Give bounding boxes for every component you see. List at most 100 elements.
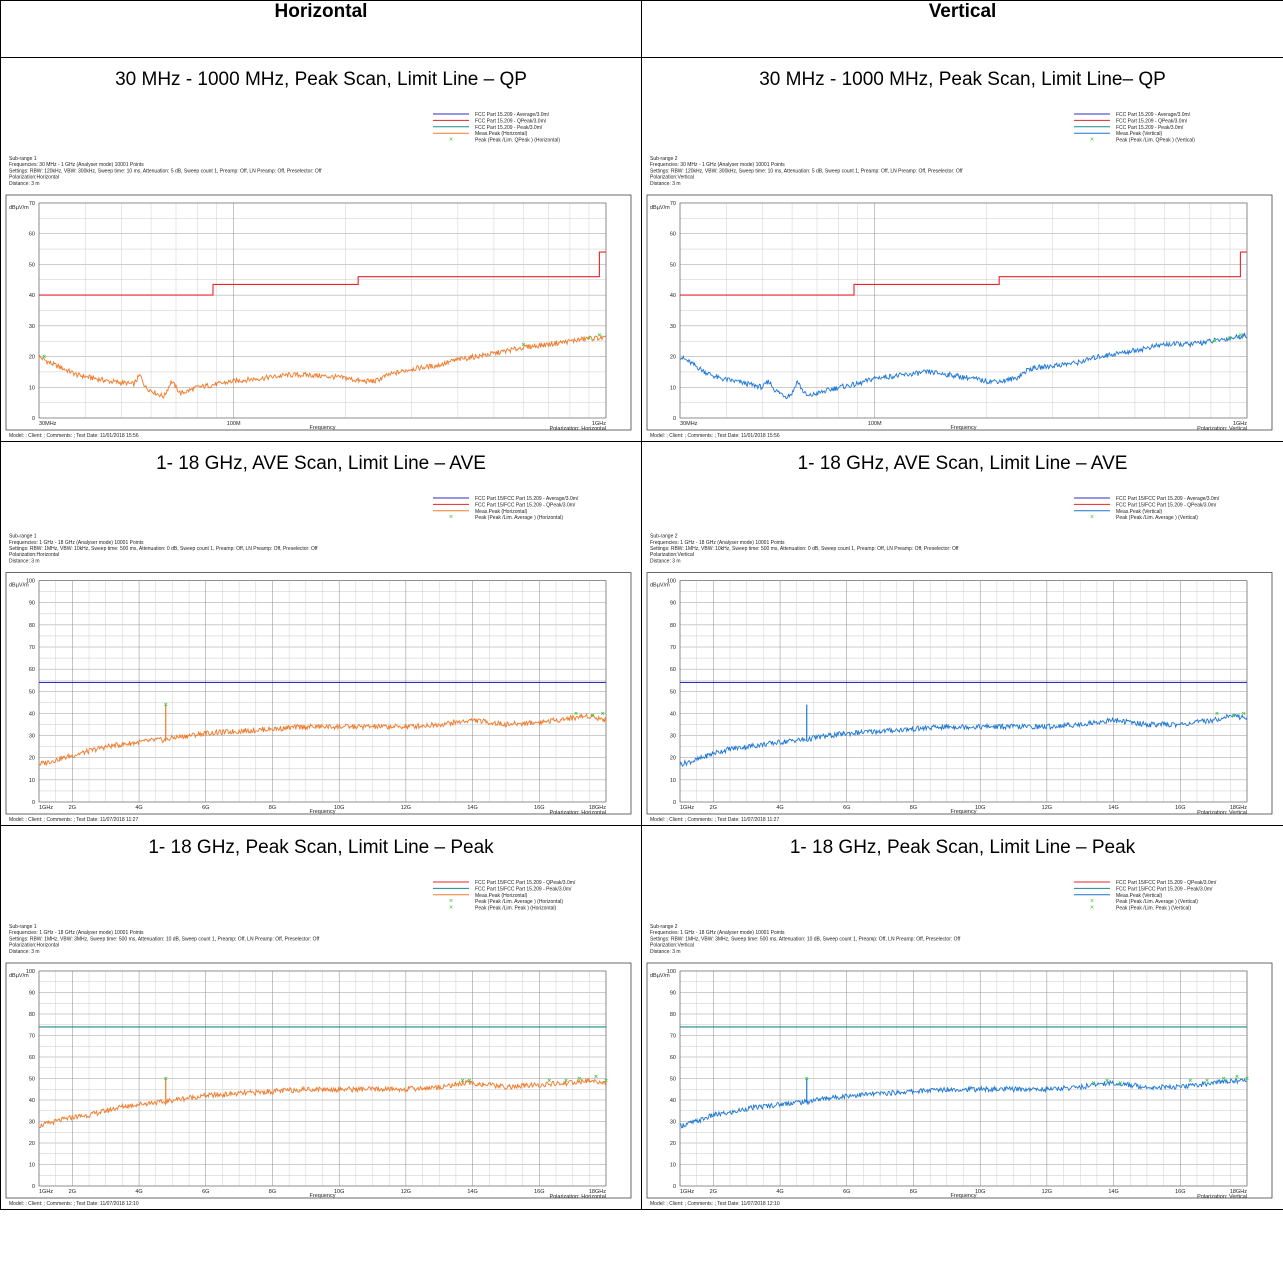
x-tick-label: 14G [467, 1189, 477, 1195]
legend-entry: Meas.Peak (Vertical) [1116, 893, 1162, 899]
y-tick-label: 100 [667, 579, 676, 585]
x-tick-label: 18GHz [589, 805, 606, 811]
result-row-2: 1- 18 GHz, AVE Scan, Limit Line – AVE FC… [0, 441, 1283, 826]
y-tick-label: 50 [29, 689, 35, 695]
y-tick-label: 80 [670, 623, 676, 629]
legend-marker-icon: × [449, 514, 453, 521]
y-axis-label: dBµV/m [650, 973, 670, 979]
x-tick-label: 16G [1175, 1189, 1185, 1195]
peak-marker: × [805, 1076, 809, 1083]
x-tick-label: 1GHz [680, 805, 694, 811]
peak-marker: × [574, 710, 578, 717]
chart-1-18ghz-ave-vertical: FCC Part 15/FCC Part 15.209 - Average/3.… [646, 496, 1273, 823]
legend-entry: Peak (Peak /Lim. QPeak ) (Horizontal) [475, 138, 560, 144]
x-tick-label: 6G [202, 805, 209, 811]
legend-entry: Meas.Peak (Vertical) [1116, 131, 1162, 137]
x-tick-label: 10G [334, 1189, 344, 1195]
y-tick-label: 40 [670, 711, 676, 717]
cell-vertical-1-18g-peak: 1- 18 GHz, Peak Scan, Limit Line – Peak … [641, 825, 1283, 1210]
x-tick-label: 8G [269, 805, 276, 811]
plot-area-border [679, 202, 1248, 419]
x-axis-label: Frequency [951, 425, 977, 431]
x-tick-label: 4G [135, 1189, 142, 1195]
x-tick-label: 10G [975, 805, 985, 811]
peak-marker: × [1215, 710, 1219, 717]
x-tick-label: 2G [710, 805, 717, 811]
polarization-label: Polarization: Vertical [1197, 426, 1247, 432]
row-title: 1- 18 GHz, AVE Scan, Limit Line – AVE [797, 453, 1128, 474]
scan-info-line: Frequencies: 1 GHz - 18 GHz (Analyser mo… [650, 540, 785, 546]
header-row: Horizontal Vertical [0, 0, 1283, 58]
row-title: 1- 18 GHz, Peak Scan, Limit Line – Peak [789, 837, 1136, 858]
legend-entry: Meas.Peak (Vertical) [1116, 509, 1162, 515]
x-tick-label: 30MHz [680, 421, 698, 427]
x-tick-label: 16G [534, 1189, 544, 1195]
scan-info-line: Frequencies: 30 MHz - 1 GHz (Analyser mo… [9, 162, 144, 168]
chart-container: FCC Part 15/FCC Part 15.209 - QPeak/3.0m… [1, 870, 642, 1209]
polarization-label: Polarization: Vertical [1197, 1194, 1247, 1200]
x-tick-label: 2G [69, 805, 76, 811]
test-info-footer: Model: ; Client: ; Comments: ; Test Date… [9, 817, 138, 823]
y-axis-label: dBµV/m [9, 973, 29, 979]
peak-marker: × [577, 1076, 581, 1083]
test-info-footer: Model: ; Client: ; Comments: ; Test Date… [650, 817, 779, 823]
peak-marker: × [598, 332, 602, 339]
plot-area-border [38, 970, 607, 1187]
y-tick-label: 30 [29, 1120, 35, 1126]
peak-marker: × [564, 1078, 568, 1085]
chart-1-18ghz-peak-horizontal: FCC Part 15/FCC Part 15.209 - QPeak/3.0m… [5, 880, 632, 1207]
peak-marker: × [164, 702, 168, 709]
legend-entry: Peak (Peak /Lim. Peak ) (Vertical) [1116, 906, 1191, 912]
x-tick-label: 18GHz [1230, 805, 1247, 811]
peak-marker: × [1232, 713, 1236, 720]
x-tick-label: 1GHz [39, 805, 53, 811]
result-row-1: 30 MHz - 1000 MHz, Peak Scan, Limit Line… [0, 57, 1283, 442]
scan-info-line: Settings: RBW: 1MHz, VBW: 3MHz, Sweep ti… [9, 936, 320, 942]
polarization-label: Polarization: Horizontal [549, 810, 606, 816]
y-tick-label: 90 [670, 601, 676, 607]
peak-marker: × [1242, 710, 1246, 717]
plot-frame [5, 194, 632, 431]
cell-vertical-30m-1g: 30 MHz - 1000 MHz, Peak Scan, Limit Line… [641, 57, 1283, 442]
y-tick-label: 0 [32, 1184, 35, 1190]
peak-marker: × [1239, 332, 1243, 339]
y-tick-label: 0 [32, 416, 35, 422]
x-tick-label: 4G [776, 1189, 783, 1195]
y-tick-label: 10 [29, 385, 35, 391]
legend-entry: FCC Part 15/FCC Part 15.209 - Average/3.… [475, 496, 579, 502]
legend-entry: Peak (Peak /Lim. QPeak ) (Vertical) [1116, 138, 1195, 144]
y-tick-label: 60 [670, 667, 676, 673]
peak-marker: × [1118, 1080, 1122, 1087]
legend-entry: FCC Part 15/FCC Part 15.209 - QPeak/3.0m… [475, 502, 576, 508]
y-tick-label: 90 [29, 601, 35, 607]
x-tick-label: 12G [1042, 805, 1052, 811]
legend-entry: FCC Part 15/FCC Part 15.209 - Peak/3.0m/ [475, 886, 572, 892]
legend-entry: Peak (Peak /Lim. Peak ) (Horizontal) [475, 906, 556, 912]
peak-marker: × [1188, 1078, 1192, 1085]
x-tick-label: 4G [135, 805, 142, 811]
plot-area-border [38, 580, 607, 803]
scan-info-line: Sub-range 2 [650, 534, 678, 540]
row-title: 1- 18 GHz, Peak Scan, Limit Line – Peak [148, 837, 494, 858]
y-tick-label: 40 [670, 293, 676, 299]
x-tick-label: 12G [401, 1189, 411, 1195]
peak-marker: × [164, 1076, 168, 1083]
emission-results-table: Horizontal Vertical 30 MHz - 1000 MHz, P… [0, 0, 1283, 1210]
peak-marker: × [42, 354, 46, 361]
scan-info-line: Polarization:Vertical [650, 552, 694, 558]
x-tick-label: 30MHz [39, 421, 57, 427]
chart-container: FCC Part 15.209 - Average/3.0m/FCC Part … [642, 102, 1283, 441]
y-tick-label: 40 [29, 293, 35, 299]
scan-info-line: Sub-range 2 [650, 156, 678, 162]
y-tick-label: 10 [29, 778, 35, 784]
peak-marker: × [467, 1078, 471, 1085]
scan-info-line: Frequencies: 30 MHz - 1 GHz (Analyser mo… [650, 162, 785, 168]
x-tick-label: 1GHz [1233, 421, 1247, 427]
x-tick-label: 8G [910, 1189, 917, 1195]
peak-marker: × [604, 1078, 608, 1085]
plot-area-border [38, 202, 607, 419]
legend-entry: Meas.Peak (Horizontal) [475, 131, 528, 137]
x-tick-label: 6G [843, 805, 850, 811]
limit-line [680, 251, 1247, 296]
row-title: 1- 18 GHz, AVE Scan, Limit Line – AVE [156, 453, 486, 474]
